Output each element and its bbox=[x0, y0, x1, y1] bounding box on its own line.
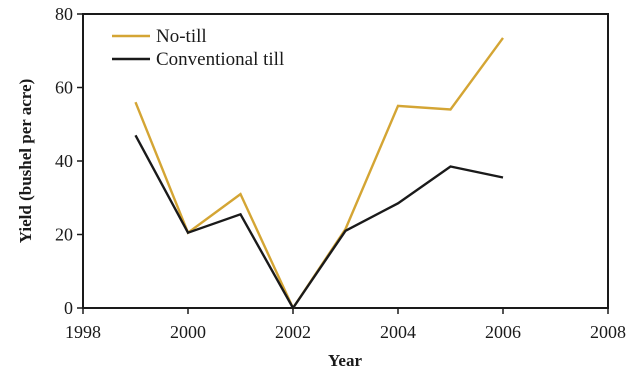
series-layer bbox=[134, 37, 504, 311]
plot-area: 1998 2000 2002 2004 2006 2008 0 20 40 60 80 bbox=[55, 4, 626, 342]
y-axis-ticks: 0 20 40 60 80 bbox=[55, 4, 83, 318]
x-axis-ticks: 1998 2000 2002 2004 2006 2008 bbox=[65, 308, 626, 342]
y-tick-label: 0 bbox=[64, 298, 73, 318]
y-tick-label: 80 bbox=[55, 4, 73, 24]
y-axis-title: Yield (bushel per acre) bbox=[16, 79, 35, 243]
y-tick-label: 40 bbox=[55, 151, 73, 171]
x-tick-label: 2008 bbox=[590, 322, 626, 342]
series-line-conventional-till bbox=[134, 134, 504, 311]
x-tick-label: 1998 bbox=[65, 322, 101, 342]
legend: No-till Conventional till bbox=[112, 26, 284, 70]
legend-label-conventional-till: Conventional till bbox=[156, 49, 284, 70]
x-tick-label: 2006 bbox=[485, 322, 521, 342]
x-tick-label: 2002 bbox=[275, 322, 311, 342]
y-tick-label: 60 bbox=[55, 78, 73, 98]
x-tick-label: 2000 bbox=[170, 322, 206, 342]
legend-label-no-till: No-till bbox=[156, 26, 207, 47]
x-axis-title: Year bbox=[328, 351, 362, 370]
y-tick-label: 20 bbox=[55, 225, 73, 245]
x-tick-label: 2004 bbox=[380, 322, 416, 342]
